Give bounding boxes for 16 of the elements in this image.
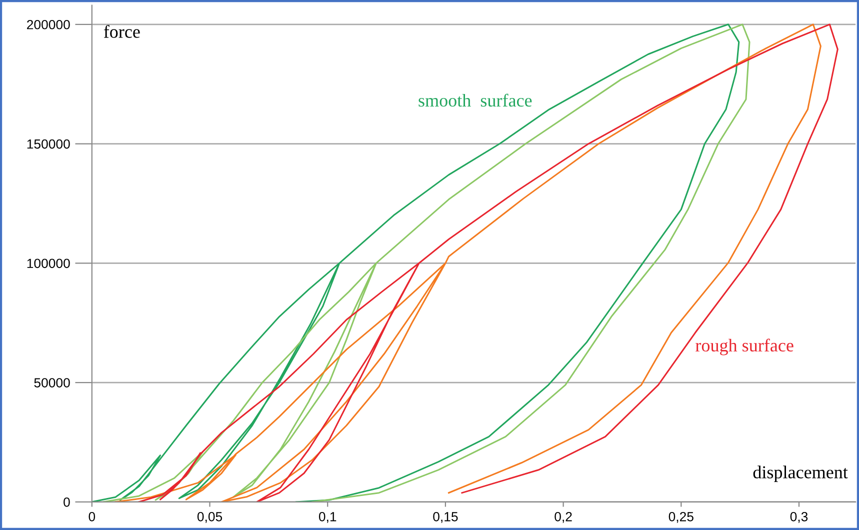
- x-tick-label: 0,15: [433, 512, 458, 523]
- annotation: rough surface: [696, 338, 794, 356]
- y-axis-title: force: [104, 24, 140, 38]
- y-tick-label: 0: [64, 497, 70, 507]
- x-tick-label: 0,1: [318, 512, 336, 523]
- y-tick-label: 200000: [27, 20, 70, 30]
- y-tick-label: 50000: [34, 378, 70, 388]
- x-tick-label: 0: [88, 512, 96, 522]
- x-tick-label: 0,2: [554, 512, 572, 523]
- x-tick-label: 0,05: [197, 512, 222, 523]
- x-tick-label: 0,25: [668, 512, 694, 523]
- y-tick-label: 100000: [27, 258, 70, 268]
- y-tick-label: 150000: [27, 139, 70, 149]
- annotation: smooth surface: [418, 94, 532, 107]
- x-tick-label: 0,3: [790, 512, 808, 523]
- x-axis-title: displacement: [753, 466, 848, 482]
